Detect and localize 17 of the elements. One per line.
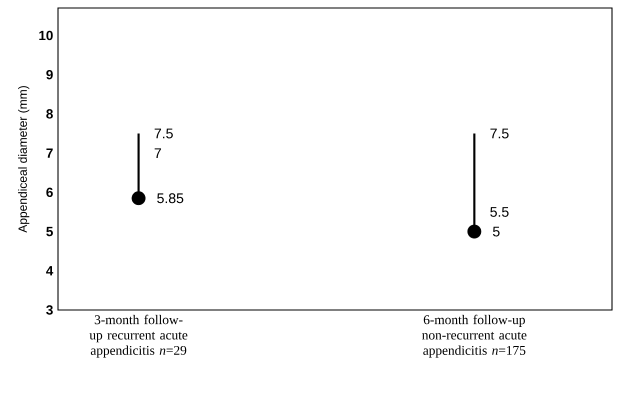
y-tick-label: 3 [46, 305, 53, 315]
data-label: 5.85 [157, 193, 184, 204]
y-tick-label: 6 [46, 188, 53, 198]
annotation: 5.5 [490, 207, 509, 217]
y-tick-label: 4 [46, 266, 54, 276]
y-tick-label: 10 [39, 30, 53, 40]
y-tick-label: 7 [46, 148, 53, 158]
y-tick-label: 9 [46, 70, 53, 80]
y-tick-label: 8 [46, 109, 53, 119]
x-tick-label: 3-month follow-up recurrent acute appendicitis n=29 [90, 314, 188, 358]
y-axis-title: Appendiceal diameter (mm) [18, 86, 30, 233]
annotation: 7 [154, 148, 162, 158]
annotation: 7.5 [154, 128, 173, 138]
x-tick-label: 6-month follow-up non-recurrent acute appendicitis n=175 [422, 314, 526, 358]
data-label: 5 [492, 226, 500, 236]
annotation: 7.5 [490, 128, 509, 138]
y-tick-label: 5 [46, 226, 53, 236]
